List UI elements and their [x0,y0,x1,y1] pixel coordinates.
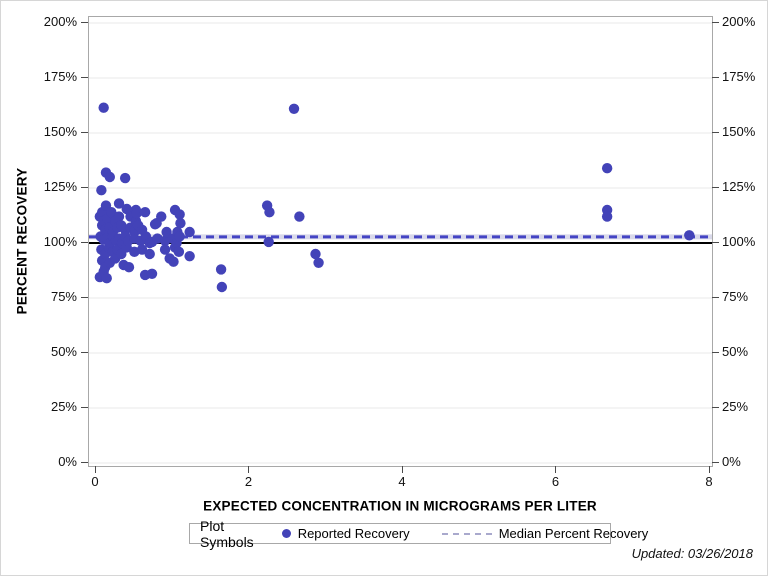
y-axis-tick [81,296,88,298]
data-point [101,273,112,284]
x-axis-tick [248,466,249,473]
data-point [161,226,172,238]
y-axis-tick [81,21,88,23]
y-tick-label: 175% [43,69,77,84]
y-axis-tick [712,406,719,408]
y-tick-label: 50% [50,344,77,359]
y-axis-tick [712,351,719,353]
x-tick-label: 0 [91,474,99,489]
data-point [175,218,186,229]
data-point [684,230,695,241]
scatter-plot-canvas [89,22,712,464]
x-axis-tick [555,466,556,473]
data-point [113,211,125,222]
y-tick-label: 75% [722,289,749,304]
data-point [139,207,151,218]
data-point [216,281,228,293]
y-tick-label: 0% [58,454,77,469]
data-point [168,256,179,267]
y-axis-title: PERCENT RECOVERY [14,167,30,315]
data-point [156,211,167,222]
data-point [106,207,117,218]
data-point [184,226,195,238]
y-axis-tick [712,21,719,23]
legend-entry-median-recovery: Median Percent Recovery [441,526,649,541]
y-axis-tick [81,351,88,353]
data-point [215,264,227,275]
data-point [96,185,107,196]
y-tick-label: 0% [722,454,741,469]
legend-entry-label: Median Percent Recovery [498,526,649,541]
y-tick-label: 25% [722,399,749,414]
y-tick-label: 125% [722,179,756,194]
y-tick-label: 150% [722,124,756,139]
dashed-line-icon [441,532,492,535]
y-tick-label: 125% [43,179,77,194]
data-point [601,163,613,174]
y-axis-tick [712,461,719,463]
filled-circle-marker-icon [281,529,291,538]
data-point [119,172,131,184]
plot-area [88,16,713,467]
data-point [113,198,125,209]
x-axis-tick [401,466,403,473]
data-point [264,207,275,218]
x-axis-tick [94,466,96,473]
y-tick-label: 150% [43,124,77,139]
x-axis-tick [708,466,710,473]
data-point [288,103,300,115]
y-axis-tick [712,241,719,243]
data-point [123,262,135,273]
y-tick-label: 100% [722,234,756,249]
x-tick-label: 2 [244,474,253,489]
data-point [104,171,116,183]
legend-entry-label: Reported Recovery [297,526,410,541]
y-tick-label: 175% [722,69,756,84]
y-tick-label: 50% [722,344,749,359]
data-point [146,268,158,279]
legend-title: Plot Symbols [200,517,254,550]
y-tick-label: 100% [43,234,77,249]
data-point [136,244,148,255]
x-tick-label: 8 [705,474,713,489]
data-point [173,246,185,257]
y-axis-tick [81,186,88,188]
y-axis-tick [712,131,719,133]
median-line-band [89,234,712,240]
y-axis-tick [81,406,88,408]
y-tick-label: 25% [50,399,77,414]
data-point [184,251,195,262]
y-axis-tick [81,241,88,243]
data-point [131,208,142,219]
y-axis-tick [81,76,88,78]
data-point [294,211,305,222]
y-tick-label: 200% [722,14,756,29]
x-tick-label: 6 [551,474,560,489]
x-axis-title: EXPECTED CONCENTRATION IN MICROGRAMS PER… [203,498,597,514]
data-point [121,203,132,215]
data-point [313,257,324,268]
legend-entry-reported-recovery: Reported Recovery [281,526,410,541]
data-point [174,209,185,220]
y-tick-label: 75% [50,289,77,304]
data-point [159,244,171,255]
y-axis-tick [712,186,719,188]
y-axis-tick [81,131,88,133]
x-tick-label: 4 [398,474,406,489]
data-point [144,248,155,260]
data-point [98,102,109,113]
y-axis-tick [712,296,719,298]
data-point [601,211,613,222]
y-tick-label: 200% [43,14,77,29]
legend-box: Plot Symbols Reported Recovery Median Pe… [189,518,648,550]
data-point [310,248,321,260]
data-point [263,236,274,248]
y-axis-tick [81,461,88,463]
data-point [174,231,185,242]
y-axis-tick [712,76,719,78]
updated-date-label: Updated: 03/26/2018 [631,546,753,561]
